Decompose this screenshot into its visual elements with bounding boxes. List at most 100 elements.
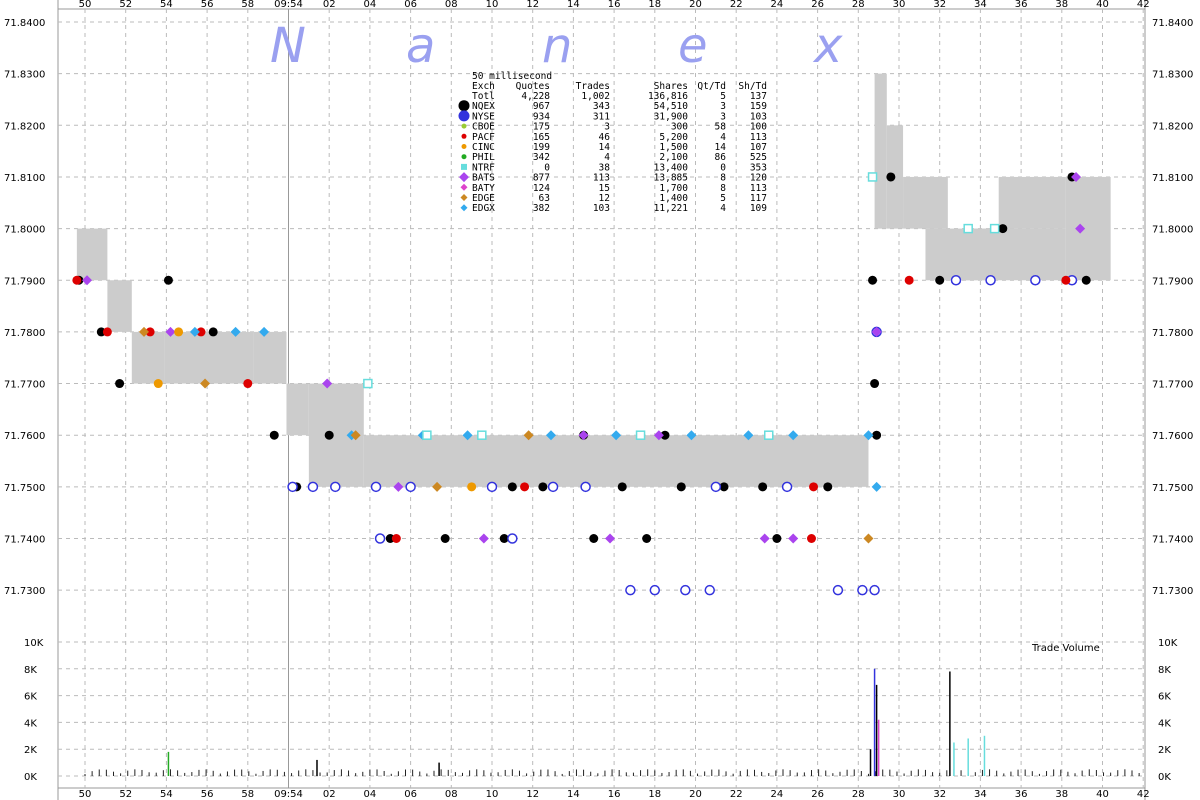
x-tick-label-top: 24 <box>771 0 784 10</box>
nbbo-band <box>363 435 869 487</box>
table-cell: 113 <box>750 132 767 143</box>
x-tick-label-top: 58 <box>241 0 254 10</box>
trade-marker-ntrf <box>477 430 487 440</box>
nbbo-band <box>874 73 887 229</box>
trade-marker-nqex <box>642 534 652 543</box>
table-cell: 3 <box>604 122 610 133</box>
table-cell: 159 <box>750 101 767 112</box>
trade-marker-ntrf <box>867 172 878 182</box>
legend-marker <box>460 204 468 212</box>
table-cell: 103 <box>750 111 767 122</box>
watermark-letter: x <box>812 18 843 74</box>
trade-marker-nyse <box>710 481 722 493</box>
trade-marker-nyse <box>486 481 498 493</box>
trade-marker-nqex <box>872 430 882 440</box>
table-cell: 136,816 <box>648 91 688 102</box>
table-cell: NYSE <box>472 111 495 122</box>
table-cell: 15 <box>599 183 610 194</box>
table-header: Sh/Td <box>738 81 767 92</box>
table-cell: 38 <box>599 162 611 173</box>
legend-marker <box>461 133 467 139</box>
table-cell: Totl <box>472 91 495 102</box>
trade-marker-nqex <box>499 534 509 543</box>
price-tick-label-right: 71.7900 <box>1152 276 1193 287</box>
trade-marker-nqex <box>772 534 782 543</box>
volume-tick-label-right: 0K <box>1158 772 1171 783</box>
trade-marker-bats <box>165 326 176 337</box>
table-cell: 11,221 <box>654 203 689 214</box>
table-cell: 1,500 <box>659 142 688 153</box>
trade-marker-nyse <box>985 275 996 286</box>
table-header: Exch <box>472 81 495 92</box>
trade-marker-edgx <box>871 481 882 492</box>
table-cell: 31,900 <box>654 111 689 122</box>
table-cell: 58 <box>715 122 727 133</box>
trade-marker-nyse <box>857 584 868 596</box>
trade-marker-cinc <box>467 482 477 492</box>
x-tick-label-bottom: 06 <box>404 789 417 800</box>
nbbo-band <box>1065 176 1111 281</box>
trade-marker-bats <box>478 533 489 544</box>
volume-tick-label-right: 8K <box>1158 665 1171 676</box>
trade-marker-edgx <box>743 430 754 441</box>
table-cell: 165 <box>533 132 550 143</box>
x-tick-label-top: 02 <box>323 0 336 10</box>
x-tick-label-bottom: 22 <box>730 789 743 800</box>
nbbo-band <box>107 280 132 332</box>
table-cell: 311 <box>593 111 610 122</box>
x-tick-label-top: 34 <box>974 0 987 10</box>
trade-marker-nyse <box>374 533 386 544</box>
table-cell: EDGE <box>472 193 495 204</box>
table-cell: PHIL <box>472 152 495 163</box>
trade-marker-nyse <box>507 533 518 544</box>
x-tick-label-top: 08 <box>445 0 458 10</box>
trade-marker-nqex <box>617 482 627 492</box>
legend-marker <box>461 144 467 149</box>
x-tick-label-bottom: 04 <box>364 789 377 800</box>
watermark-letter: e <box>678 18 708 74</box>
x-tick-label-top: 26 <box>811 0 824 10</box>
trade-marker-ntrf <box>963 223 973 234</box>
trade-marker-ntrf <box>989 223 1000 234</box>
x-tick-label-bottom: 14 <box>567 789 580 800</box>
volume-title: Trade Volume <box>1031 643 1100 654</box>
trade-marker-nyse <box>1030 275 1041 286</box>
nbbo-band <box>286 383 309 436</box>
x-tick-label-bottom: 38 <box>1055 789 1068 800</box>
table-cell: 12 <box>599 193 610 204</box>
price-tick-label-left: 71.8400 <box>4 18 45 29</box>
trade-marker-nqex <box>269 430 279 440</box>
volume-tick-label-left: 6K <box>24 692 37 703</box>
x-tick-label-bottom: 54 <box>160 789 173 800</box>
trade-marker-bats <box>605 533 616 544</box>
table-caption: 50 millisecond <box>472 71 552 82</box>
trade-marker-nyse <box>649 584 661 596</box>
table-cell: 0 <box>544 162 550 173</box>
x-tick-label-top: 10 <box>486 0 499 10</box>
table-cell: 13,885 <box>654 173 688 184</box>
trade-marker-nyse <box>680 584 691 596</box>
trade-marker-bats <box>788 533 799 544</box>
x-tick-label-bottom: 32 <box>933 789 946 800</box>
trade-marker-nyse <box>832 584 844 596</box>
trade-marker-nyse <box>869 584 880 596</box>
table-cell: 0 <box>720 162 726 173</box>
x-tick-label-bottom: 40 <box>1096 789 1109 800</box>
price-tick-label-left: 71.8000 <box>4 225 45 236</box>
nbbo-band <box>998 176 1066 229</box>
trade-marker-edge <box>139 326 150 337</box>
volume-tick-label-right: 10K <box>1158 638 1178 649</box>
trade-marker-pacf <box>904 275 914 285</box>
table-header: Trades <box>576 81 610 92</box>
trade-marker-nyse <box>625 584 636 596</box>
trade-marker-nqex <box>324 430 334 440</box>
trade-marker-nqex <box>935 275 945 285</box>
nbbo-band <box>964 228 1066 281</box>
table-cell: 175 <box>533 122 550 133</box>
trade-marker-nqex <box>208 327 218 337</box>
price-tick-label-left: 71.7600 <box>4 431 45 442</box>
volume-tick-label-left: 8K <box>24 665 37 676</box>
x-tick-label-top: 52 <box>119 0 132 10</box>
